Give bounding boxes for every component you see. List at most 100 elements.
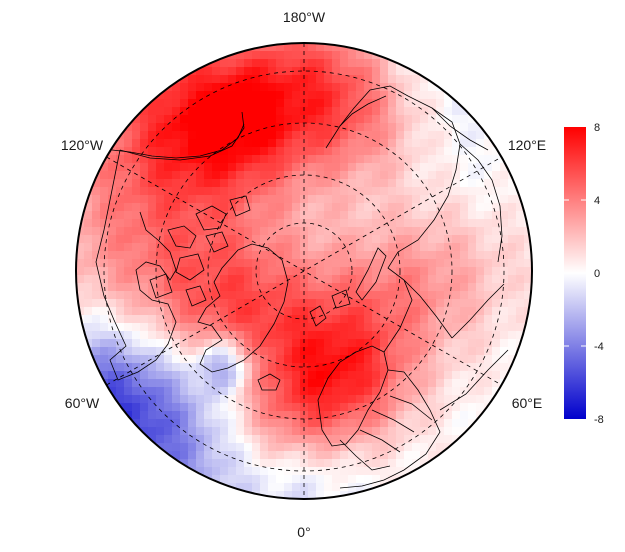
field-cell [364, 107, 373, 116]
field-cell [188, 227, 197, 236]
field-cell [140, 355, 149, 364]
field-cell [284, 155, 293, 164]
field-cell [452, 131, 461, 140]
field-cell [364, 491, 373, 499]
field-cell [452, 395, 461, 404]
field-cell [452, 259, 461, 268]
field-cell [396, 427, 405, 436]
field-cell [476, 227, 485, 236]
field-cell [300, 179, 309, 188]
field-cell [300, 243, 309, 252]
field-cell [332, 187, 341, 196]
field-cell [324, 491, 333, 499]
field-cell [276, 387, 285, 396]
field-cell [180, 467, 189, 476]
field-cell [444, 227, 453, 236]
field-cell [276, 211, 285, 220]
field-cell [388, 203, 397, 212]
field-cell [484, 195, 493, 204]
field-cell [412, 195, 421, 204]
field-cell [316, 347, 325, 356]
field-cell [340, 155, 349, 164]
field-cell [380, 283, 389, 292]
field-cell [180, 275, 189, 284]
field-cell [276, 251, 285, 260]
field-cell [196, 323, 205, 332]
field-cell [332, 403, 341, 412]
field-cell [300, 59, 309, 68]
field-cell [276, 475, 285, 484]
field-cell [412, 123, 421, 132]
field-cell [236, 107, 245, 116]
field-cell [500, 339, 509, 348]
field-cell [284, 43, 293, 52]
field-cell [364, 251, 373, 260]
field-cell [220, 275, 229, 284]
field-cell [324, 371, 333, 380]
field-cell [260, 75, 269, 84]
field-cell [132, 323, 141, 332]
field-cell [460, 403, 469, 412]
field-cell [220, 195, 229, 204]
field-cell [212, 67, 221, 76]
field-cell [452, 291, 461, 300]
field-cell [228, 427, 237, 436]
field-cell [124, 235, 133, 244]
field-cell [324, 443, 333, 452]
field-cell [468, 139, 477, 148]
field-cell [164, 435, 173, 444]
longitude-labels: 180°W 120°W 120°E 60°W 60°E 0° [61, 9, 546, 540]
field-cell [452, 203, 461, 212]
field-cell [380, 259, 389, 268]
field-cell [228, 275, 237, 284]
field-cell [364, 379, 373, 388]
field-cell [148, 427, 157, 436]
field-cell [260, 99, 269, 108]
field-cell [180, 315, 189, 324]
field-cell [460, 363, 469, 372]
field-cell [300, 451, 309, 460]
field-cell [260, 203, 269, 212]
field-cell [500, 283, 509, 292]
field-cell [220, 83, 229, 92]
field-cell [436, 227, 445, 236]
field-cell [500, 291, 509, 300]
field-cell [140, 187, 149, 196]
field-cell [356, 355, 365, 364]
field-cell [164, 371, 173, 380]
field-cell [500, 363, 509, 372]
field-cell [332, 339, 341, 348]
field-cell [308, 379, 317, 388]
field-cell [164, 419, 173, 428]
field-cell [452, 99, 461, 108]
field-cell [292, 91, 301, 100]
field-cell [292, 315, 301, 324]
field-cell [148, 355, 157, 364]
field-cell [164, 131, 173, 140]
field-cell [188, 243, 197, 252]
field-cell [484, 235, 493, 244]
field-cell [252, 443, 261, 452]
field-cell [420, 315, 429, 324]
field-cell [108, 203, 117, 212]
field-cell [204, 363, 213, 372]
field-cell [140, 363, 149, 372]
field-cell [484, 283, 493, 292]
field-cell [444, 371, 453, 380]
field-cell [156, 203, 165, 212]
field-cell [252, 139, 261, 148]
field-cell [356, 163, 365, 172]
field-cell [300, 339, 309, 348]
field-cell [196, 459, 205, 468]
field-cell [284, 227, 293, 236]
field-cell [212, 267, 221, 276]
field-cell [156, 219, 165, 228]
field-cell [356, 315, 365, 324]
field-cell [268, 259, 277, 268]
field-cell [372, 123, 381, 132]
legend-tick-neg4: -4 [594, 341, 604, 353]
field-cell [196, 435, 205, 444]
field-cell [284, 347, 293, 356]
field-cell [212, 299, 221, 308]
field-cell [156, 283, 165, 292]
